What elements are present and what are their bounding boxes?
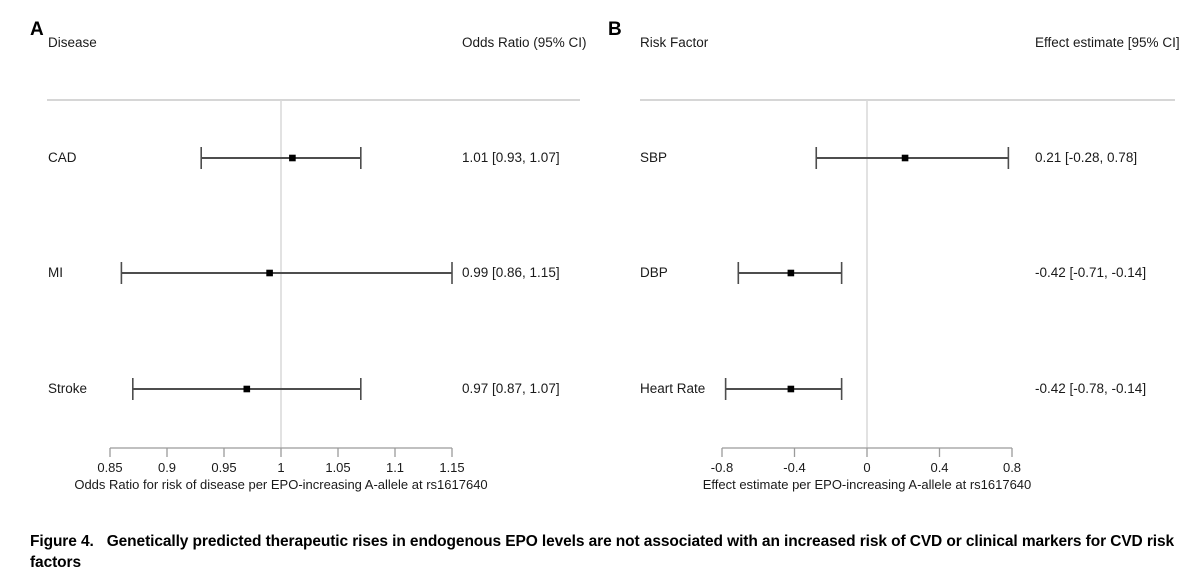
point-marker bbox=[787, 269, 795, 277]
axis-tick-label: 0.8 bbox=[1002, 460, 1022, 475]
figure-caption-label: Figure 4. bbox=[30, 533, 94, 550]
axis-tick-label: 1.05 bbox=[325, 460, 351, 475]
point-marker bbox=[289, 154, 296, 162]
figure-caption-text: Genetically predicted therapeutic rises … bbox=[30, 533, 1175, 571]
row-header-label: Risk Factor bbox=[640, 35, 709, 50]
point-marker bbox=[787, 385, 795, 393]
axis-tick-label: 0.95 bbox=[211, 460, 237, 475]
row-label: Stroke bbox=[48, 381, 88, 396]
point-marker bbox=[266, 269, 273, 277]
row-label: SBP bbox=[640, 150, 668, 165]
estimate-value: 0.21 [-0.28, 0.78] bbox=[1035, 150, 1138, 165]
figure-caption: Figure 4. Genetically predicted therapeut… bbox=[30, 531, 1180, 573]
estimate-value: 1.01 [0.93, 1.07] bbox=[462, 150, 560, 165]
row-header-label: Disease bbox=[48, 35, 97, 50]
estimate-value: 0.97 [0.87, 1.07] bbox=[462, 381, 560, 396]
row-label: CAD bbox=[48, 150, 77, 165]
row-label: DBP bbox=[640, 265, 668, 280]
estimate-header-label: Effect estimate [95% CI] bbox=[1035, 35, 1180, 50]
panel-letter: A bbox=[30, 19, 44, 40]
axis-tick-label: 1.15 bbox=[439, 460, 465, 475]
point-marker bbox=[243, 385, 251, 393]
row-label: Heart Rate bbox=[640, 381, 706, 396]
estimate-value: -0.42 [-0.78, -0.14] bbox=[1035, 381, 1147, 396]
axis-tick-label: 1.1 bbox=[385, 460, 405, 475]
panel-letter: B bbox=[608, 19, 622, 40]
row-label: MI bbox=[48, 265, 63, 280]
axis-tick-label: 0.4 bbox=[930, 460, 949, 475]
axis-tick-label: 0.85 bbox=[97, 460, 123, 475]
plot-canvas bbox=[47, 99, 1175, 457]
axis-tick-label: 1 bbox=[277, 460, 285, 475]
x-axis-label: Odds Ratio for risk of disease per EPO-i… bbox=[74, 477, 488, 492]
axis-tick-label: 0.9 bbox=[157, 460, 177, 475]
estimate-value: 0.99 [0.86, 1.15] bbox=[462, 265, 560, 280]
estimate-value: -0.42 [-0.71, -0.14] bbox=[1035, 265, 1147, 280]
x-axis-label: Effect estimate per EPO-increasing A-all… bbox=[702, 477, 1032, 492]
point-marker bbox=[901, 154, 909, 162]
axis-tick-label: -0.8 bbox=[710, 460, 734, 475]
axis-tick-label: 0 bbox=[863, 460, 871, 475]
estimate-header-label: Odds Ratio (95% CI) bbox=[462, 35, 587, 50]
axis-tick-label: -0.4 bbox=[783, 460, 806, 475]
